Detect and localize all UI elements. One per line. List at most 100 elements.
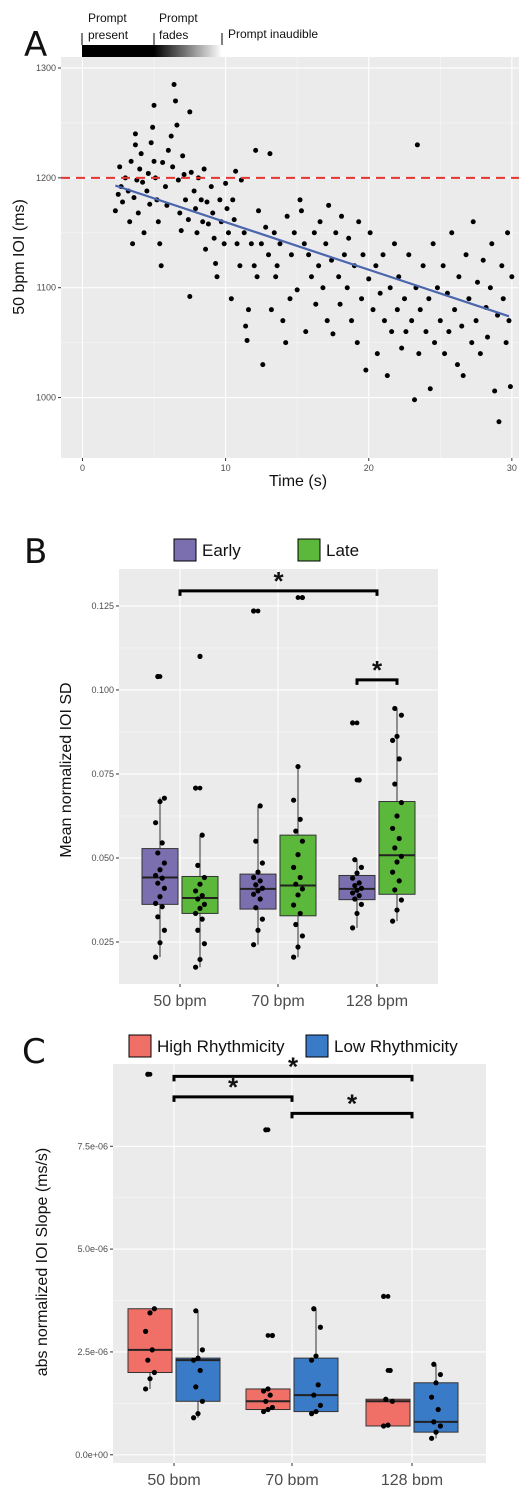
c-x-tick-label: 70 bpm [265, 1472, 318, 1485]
c-y-tick-label: 7.5e-06 [77, 1141, 108, 1151]
panel-a-point [185, 217, 191, 223]
panel-c-significance: * * * [172, 1051, 414, 1118]
b-y-tick-label: 0.050 [91, 853, 114, 863]
panel-a-point [273, 274, 279, 280]
panel-a-point [188, 169, 194, 175]
panel-a-point [387, 285, 393, 291]
prompt-present-bar [82, 45, 154, 59]
panel-a-point [277, 241, 283, 247]
panel-a-point [284, 213, 290, 219]
data-point [394, 907, 400, 913]
data-point [295, 944, 301, 950]
panel-a-point [120, 199, 126, 205]
data-point [263, 1398, 269, 1404]
data-point [433, 1380, 439, 1386]
data-point [195, 1411, 201, 1417]
panel-a-point [349, 318, 355, 324]
panel-a-point [336, 274, 342, 280]
panel-a-point [317, 219, 323, 225]
panel-a-point [171, 81, 177, 87]
data-point [191, 1357, 197, 1363]
panel-a-fit-line [115, 184, 510, 318]
panel-a-point [115, 191, 121, 197]
data-point [159, 875, 165, 881]
data-point [153, 872, 159, 879]
panel-a-point [223, 180, 229, 186]
data-point [299, 838, 305, 844]
panel-a-point [288, 252, 294, 258]
panel-a-point [177, 210, 183, 216]
data-point [269, 1332, 275, 1339]
panel-a-point [452, 307, 458, 313]
panel-a-point [260, 362, 266, 368]
data-point [394, 859, 400, 865]
panel-a-point [263, 224, 269, 230]
panel-a-point [225, 230, 231, 236]
outlier-point [197, 785, 203, 791]
outlier-point [255, 608, 261, 614]
panel-a-point [346, 235, 352, 241]
data-point [197, 653, 203, 659]
panel-a-point [303, 329, 309, 335]
panel-a-point [267, 151, 273, 157]
data-point [199, 832, 205, 838]
data-point [358, 885, 364, 891]
panel-a-point [201, 166, 207, 172]
panel-a-point [174, 122, 180, 128]
b-box-late [181, 653, 219, 970]
data-point [267, 1392, 273, 1398]
panel-c-boxplots [127, 1071, 459, 1441]
panel-a-point [274, 263, 280, 269]
data-point [155, 914, 161, 920]
box-iqr [245, 1388, 291, 1411]
data-point [255, 869, 261, 875]
panel-a-point [210, 210, 216, 216]
b-y-tick-label: 0.100 [91, 685, 114, 695]
data-point [201, 941, 207, 947]
data-point [392, 887, 398, 893]
panel-a-point [391, 241, 397, 247]
box-iqr [365, 1398, 411, 1427]
panel-a-point [409, 318, 415, 324]
panel-a-point [437, 318, 443, 324]
data-point [317, 1324, 323, 1330]
panel-b-legend: Early Late [173, 538, 359, 562]
panel-a-point [168, 133, 174, 139]
panel-a-y-tick-label: 1200 [36, 173, 56, 183]
data-point [350, 890, 356, 896]
data-point [315, 1382, 321, 1388]
data-point [149, 1347, 155, 1353]
significance-bracket [172, 1095, 294, 1102]
data-point [253, 905, 259, 911]
data-point [155, 880, 161, 886]
outlier-point [265, 1333, 271, 1338]
panel-a-point [367, 230, 373, 236]
box-iqr [127, 1308, 173, 1374]
data-point [261, 1388, 267, 1394]
b-box-late [378, 705, 416, 924]
panel-a-point [449, 230, 455, 236]
panel-a-point [505, 230, 511, 236]
data-point [437, 1423, 443, 1429]
panel-a-point [208, 184, 214, 190]
data-point [309, 1357, 315, 1363]
significance-star: * [273, 566, 284, 596]
data-point [311, 1306, 317, 1312]
panel-a-point [330, 331, 336, 337]
panel-a-point [162, 184, 168, 190]
panel-b-ticks: 0.025 0.050 0.075 0.100 0.125 50 bpm 70 bpm 128… [91, 601, 408, 1010]
panel-a-point [416, 351, 422, 357]
panel-a-point [373, 263, 379, 269]
panel-a-point [178, 228, 184, 234]
data-point [251, 874, 257, 881]
panel-a-point [480, 257, 486, 263]
b-y-tick-label: 0.075 [91, 769, 114, 779]
data-point [383, 1396, 389, 1402]
panel-a-point [243, 323, 249, 329]
panel-a-point [233, 168, 239, 174]
panel-a-point [148, 140, 154, 146]
data-point [257, 878, 263, 884]
data-point [293, 881, 299, 887]
data-point [350, 720, 356, 726]
data-point [390, 825, 396, 832]
